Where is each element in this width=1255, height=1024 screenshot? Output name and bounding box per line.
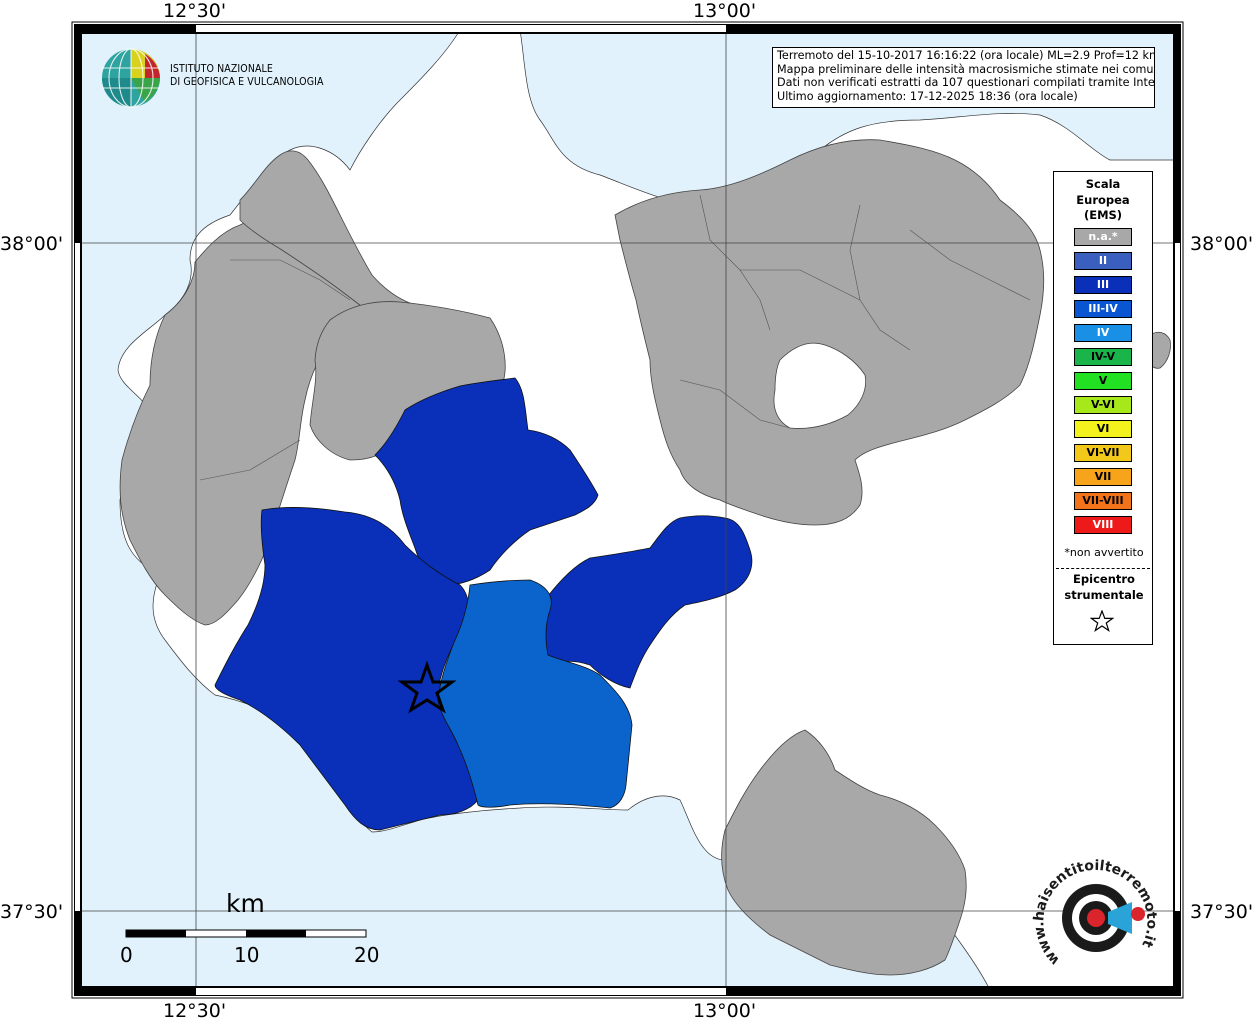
legend-swatch-ii: II	[1074, 252, 1132, 270]
event-info-line3: Dati non verificati estratti da 107 ques…	[777, 76, 1155, 89]
event-info-line1: Terremoto del 15-10-2017 16:16:22 (ora l…	[777, 49, 1155, 62]
legend-swatch-iv-v: IV-V	[1074, 348, 1132, 366]
event-info-line4: Ultimo aggiornamento: 17-12-2025 18:36 (…	[777, 89, 1078, 103]
legend-swatch-iii-iv: III-IV	[1074, 300, 1132, 318]
scale-bar-tick-0: 0	[120, 943, 133, 967]
legend-swatch-vi-vii: VI-VII	[1074, 444, 1132, 462]
legend-title: Scala Europea (EMS)	[1054, 177, 1152, 224]
municipal-boundaries	[199, 194, 1031, 481]
legend-swatch-viii: VIII	[1074, 516, 1132, 534]
area-na-north-east	[614, 139, 1045, 526]
scale-bar	[125, 929, 367, 938]
lon-label-top-2: 13°00'	[693, 0, 757, 22]
scale-bar-unit: km	[226, 889, 265, 918]
legend-star-icon	[1090, 610, 1114, 632]
scale-bar-tick-20: 20	[354, 943, 380, 967]
scale-bar-tick-10: 10	[234, 943, 260, 967]
area-na-north-east-white-hole	[773, 342, 867, 429]
legend-swatch-v-vi: V-VI	[1074, 396, 1132, 414]
event-info-box: Terremoto del 15-10-2017 16:16:22 (ora l…	[772, 47, 1155, 108]
lon-label-bottom-1: 12°30'	[163, 1000, 227, 1022]
legend-epicenter-label: Epicentro strumentale	[1054, 572, 1154, 603]
ingv-name-line1: ISTITUTO NAZIONALE	[170, 63, 273, 75]
legend-swatch-n-a: n.a.*	[1074, 228, 1132, 246]
legend-swatch-vii: VII	[1074, 468, 1132, 486]
event-info-line2: Mappa preliminare delle intensità macros…	[777, 62, 1155, 76]
legend-epicenter-line2: strumentale	[1064, 587, 1144, 602]
area-ems-iii-north	[374, 377, 599, 586]
legend-swatch-vii-viii: VII-VIII	[1074, 492, 1132, 510]
legend-swatch-iii: III	[1074, 276, 1132, 294]
legend-swatch-vi: VI	[1074, 420, 1132, 438]
area-na-south-east	[721, 729, 967, 976]
lon-label-bottom-2: 13°00'	[693, 1000, 757, 1022]
epicenter-star	[397, 660, 457, 714]
lat-label-left-2: 37°30'	[0, 901, 64, 923]
legend-swatch-v: V	[1074, 372, 1132, 390]
legend-title-line1: Scala	[1085, 177, 1121, 191]
legend-title-line3: (EMS)	[1083, 208, 1123, 222]
lat-label-right-1: 38°00'	[1190, 233, 1254, 255]
haisentito-logo: www.haisentitoilterremoto.it	[1031, 858, 1159, 968]
lon-label-top-1: 12°30'	[163, 0, 227, 22]
legend-title-line2: Europea	[1076, 192, 1130, 207]
legend-swatch-iv: IV	[1074, 324, 1132, 342]
legend-epicenter-line1: Epicentro	[1073, 572, 1135, 586]
map-frame	[71, 21, 1184, 999]
legend-separator	[1056, 568, 1150, 569]
ingv-name: ISTITUTO NAZIONALE DI GEOFISICA E VULCAN…	[170, 63, 324, 89]
megaphone-icon	[1108, 902, 1132, 934]
areas-not-available	[119, 139, 1171, 976]
area-ems-iii-west	[214, 506, 479, 831]
lat-label-right-2: 37°30'	[1190, 901, 1254, 923]
ingv-name-line2: DI GEOFISICA E VULCANOLOGIA	[170, 76, 324, 88]
ems-legend: Scala Europea (EMS) n.a.* II III III-IV IV IV…	[1053, 171, 1153, 645]
lat-label-left-1: 38°00'	[0, 233, 64, 255]
graticule	[80, 30, 1175, 990]
areas-ems-iii	[214, 377, 753, 831]
ingv-logo	[102, 48, 160, 108]
legend-note: *non avvertito	[1064, 546, 1144, 559]
